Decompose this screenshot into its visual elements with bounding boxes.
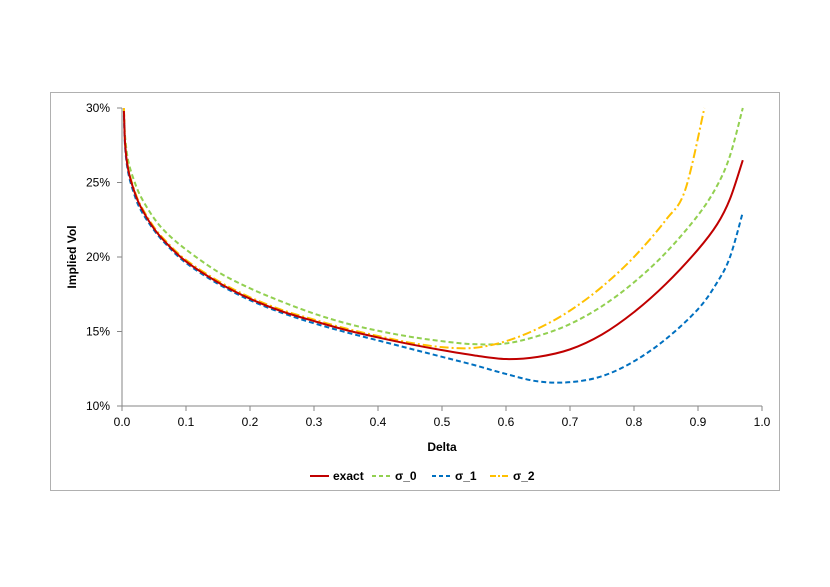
series-line-sigma-1 <box>122 115 744 384</box>
y-tick-label: 20% <box>86 250 110 264</box>
series-line-sigma-2 <box>122 107 706 350</box>
legend-label: σ_0 <box>395 469 417 483</box>
y-tick-label: 15% <box>86 325 110 339</box>
x-tick-label: 0.5 <box>434 415 451 429</box>
series-line-sigma-0 <box>122 107 744 346</box>
x-tick-label: 0.0 <box>114 415 131 429</box>
legend-label: σ_1 <box>455 469 477 483</box>
legend-label: σ_2 <box>513 469 535 483</box>
x-tick-label: 0.3 <box>306 415 323 429</box>
y-tick-label: 10% <box>86 399 110 413</box>
series-layer <box>122 107 744 384</box>
series-line-exact <box>122 110 744 361</box>
y-tick-label: 30% <box>86 101 110 115</box>
x-tick-label: 0.2 <box>242 415 259 429</box>
x-tick-label: 1.0 <box>754 415 771 429</box>
x-tick-label: 0.4 <box>370 415 387 429</box>
x-tick-label: 0.9 <box>690 415 707 429</box>
x-tick-label: 0.7 <box>562 415 579 429</box>
legend-label: exact <box>333 469 364 483</box>
legend: exact σ_0 σ_1 σ_2 <box>310 469 535 483</box>
x-axis-title: Delta <box>427 440 457 454</box>
y-tick-label: 25% <box>86 176 110 190</box>
y-axis-title: Implied Vol <box>65 225 79 288</box>
x-tick-label: 0.8 <box>626 415 643 429</box>
x-tick-label: 0.1 <box>178 415 195 429</box>
x-tick-label: 0.6 <box>498 415 515 429</box>
axes-layer: 0.0 0.1 0.2 0.3 0.4 0.5 0.6 0.7 0.8 0.9 1.0 10% 15% 2… <box>86 101 771 429</box>
